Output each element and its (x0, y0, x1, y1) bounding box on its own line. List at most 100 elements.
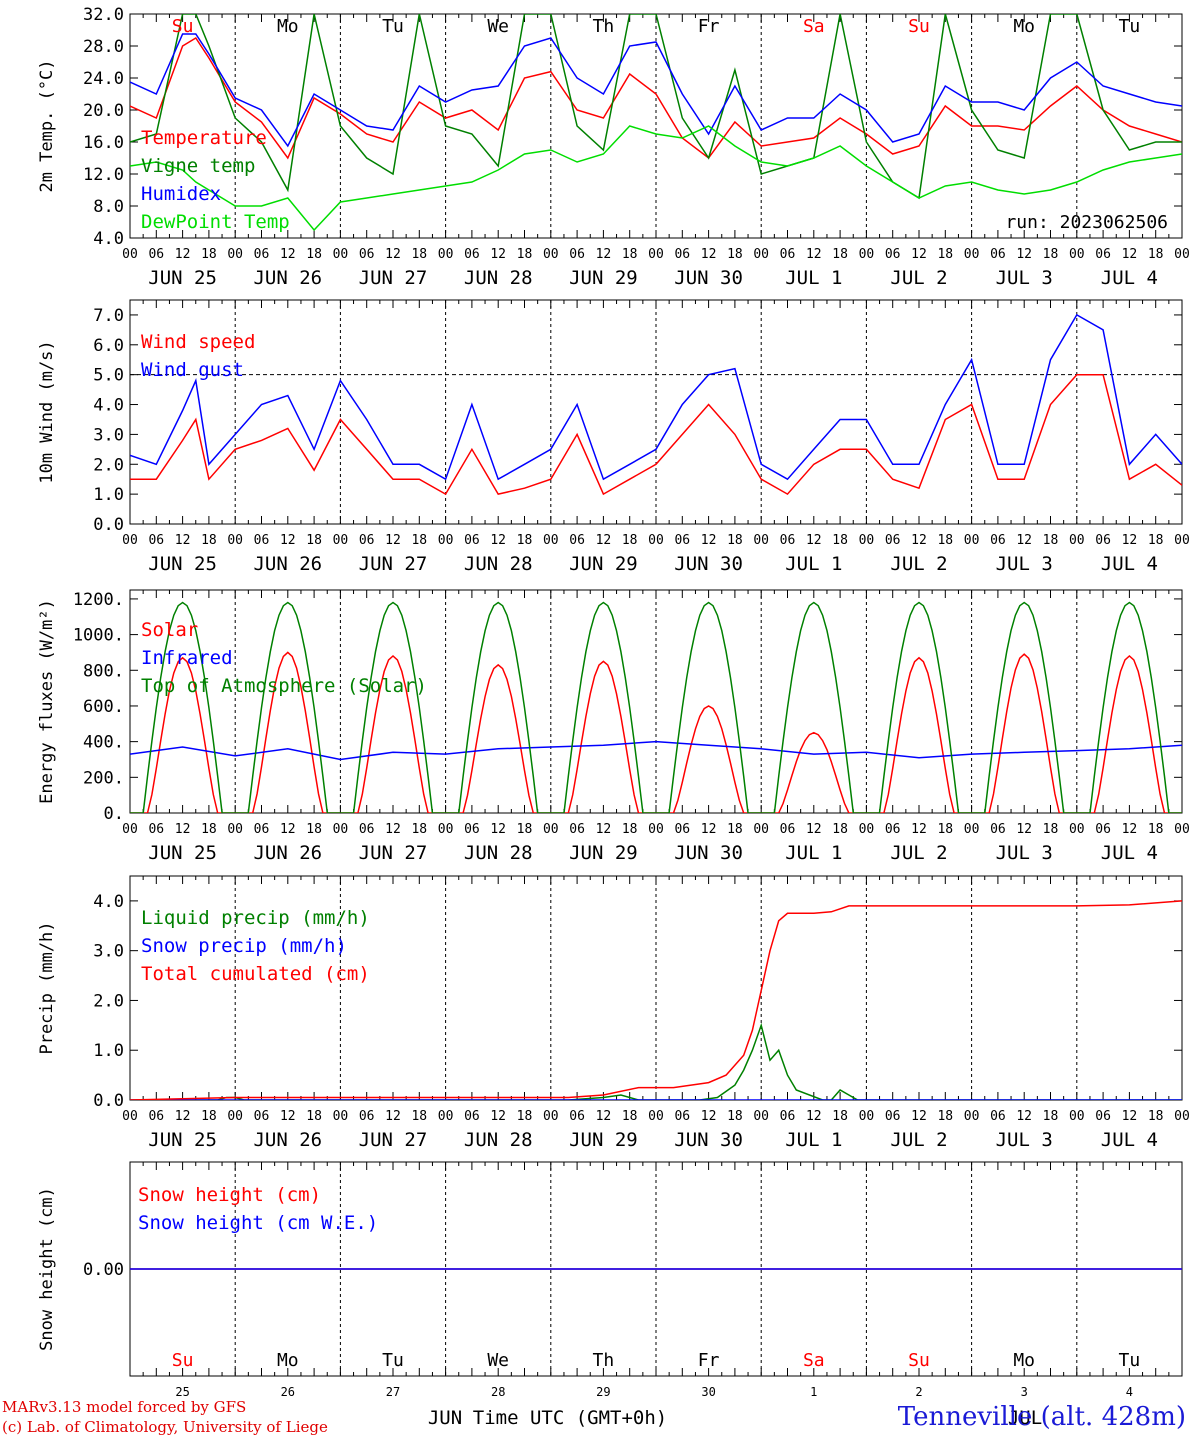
x-date-label: JUN 27 (359, 553, 428, 575)
run-label: run: 2023062506 (1005, 212, 1168, 233)
station-name: Tenneville (alt. 428m) (897, 1402, 1186, 1432)
x-hour-label: 00 (543, 822, 559, 837)
x-hour-label: 18 (1148, 1109, 1164, 1124)
day-number-label: 25 (175, 1385, 189, 1399)
series-line-solar (130, 651, 1182, 813)
x-hour-label: 00 (543, 533, 559, 548)
x-date-label: JUN 30 (674, 1129, 743, 1151)
x-hour-label: 12 (911, 247, 927, 262)
x-hour-label: 06 (885, 247, 901, 262)
x-hour-label: 12 (280, 822, 296, 837)
x-hour-label: 18 (622, 533, 638, 548)
series-line-vigne-temp (130, 14, 1182, 200)
weekday-label: Su (908, 16, 930, 37)
x-hour-label: 12 (1016, 822, 1032, 837)
legend-entry: Vigne temp (141, 155, 255, 177)
weekday-label: Tu (382, 1350, 404, 1371)
x-hour-label: 12 (385, 533, 401, 548)
x-hour-label: 06 (359, 247, 375, 262)
x-hour-label: 00 (438, 247, 454, 262)
x-date-label: JUL 3 (996, 1129, 1053, 1151)
weekday-label: Th (593, 1350, 615, 1371)
y-tick-label: 24.0 (83, 69, 124, 89)
x-hour-label: 00 (227, 247, 243, 262)
y-axis-title: Snow height (cm) (37, 1187, 57, 1351)
x-hour-label: 12 (490, 1109, 506, 1124)
x-hour-label: 06 (569, 533, 585, 548)
lab-credit: (c) Lab. of Climatology, University of L… (2, 1418, 328, 1436)
x-hour-label: 06 (464, 533, 480, 548)
y-tick-label: 20.0 (83, 101, 124, 121)
weekday-label: Mo (277, 16, 299, 37)
x-hour-label: 12 (1122, 533, 1138, 548)
x-hour-label: 12 (175, 247, 191, 262)
x-hour-label: 00 (543, 247, 559, 262)
x-date-label: JUN 25 (148, 553, 217, 575)
x-date-label: JUN 28 (464, 1129, 533, 1151)
day-number-label: 30 (701, 1385, 715, 1399)
y-tick-label: 7.0 (93, 306, 124, 326)
x-hour-label: 06 (148, 822, 164, 837)
x-date-label: JUN 27 (359, 1129, 428, 1151)
x-hour-label: 00 (122, 533, 138, 548)
x-date-label: JUN 29 (569, 842, 638, 864)
x-hour-label: 12 (806, 1109, 822, 1124)
x-hour-label: 00 (1174, 533, 1190, 548)
y-tick-label: 16.0 (83, 133, 124, 153)
x-date-label: JUL 1 (785, 553, 842, 575)
x-hour-label: 00 (964, 247, 980, 262)
x-hour-label: 18 (832, 533, 848, 548)
x-date-label: JUN 26 (253, 553, 322, 575)
x-date-label: JUN 30 (674, 267, 743, 289)
x-hour-label: 12 (701, 533, 717, 548)
x-hour-label: 06 (254, 1109, 270, 1124)
x-hour-label: 06 (780, 822, 796, 837)
x-date-label: JUN 29 (569, 267, 638, 289)
x-date-label: JUN 28 (464, 842, 533, 864)
weekday-label: Tu (382, 16, 404, 37)
y-axis-title: 10m Wind (m/s) (37, 340, 57, 483)
x-hour-label: 12 (596, 247, 612, 262)
x-date-label: JUL 1 (785, 267, 842, 289)
x-hour-label: 12 (175, 822, 191, 837)
series-line-total-cumulated-cm- (130, 900, 1182, 1100)
x-hour-label: 06 (359, 1109, 375, 1124)
x-hour-label: 18 (622, 247, 638, 262)
x-date-label: JUL 2 (890, 1129, 947, 1151)
y-tick-label: 0.00 (83, 1260, 124, 1280)
x-hour-label: 18 (306, 822, 322, 837)
x-hour-label: 06 (1095, 247, 1111, 262)
series-line-dewpoint-temp (130, 125, 1182, 232)
x-hour-label: 12 (596, 1109, 612, 1124)
x-hour-label: 00 (227, 822, 243, 837)
x-hour-label: 12 (596, 533, 612, 548)
x-hour-label: 06 (359, 533, 375, 548)
x-hour-label: 18 (937, 533, 953, 548)
weekday-label: Tu (1119, 16, 1141, 37)
x-hour-label: 00 (859, 533, 875, 548)
x-hour-label: 18 (306, 1109, 322, 1124)
x-hour-label: 00 (648, 1109, 664, 1124)
model-credit: MARv3.13 model forced by GFS (2, 1398, 247, 1416)
x-hour-label: 12 (806, 533, 822, 548)
day-number-label: 1 (810, 1385, 817, 1399)
x-hour-label: 00 (438, 1109, 454, 1124)
x-hour-label: 12 (806, 822, 822, 837)
series-line-humidex (130, 33, 1182, 148)
x-date-label: JUN 28 (464, 553, 533, 575)
day-number-label: 27 (386, 1385, 400, 1399)
x-hour-label: 12 (1122, 247, 1138, 262)
x-hour-label: 00 (753, 822, 769, 837)
x-hour-label: 12 (175, 533, 191, 548)
x-hour-label: 18 (937, 1109, 953, 1124)
x-hour-label: 06 (674, 533, 690, 548)
x-hour-label: 00 (753, 247, 769, 262)
x-hour-label: 18 (1148, 247, 1164, 262)
x-hour-label: 00 (753, 533, 769, 548)
x-hour-label: 18 (517, 533, 533, 548)
x-date-label: JUL 4 (1101, 842, 1158, 864)
series-line-wind-speed (130, 373, 1182, 496)
x-hour-label: 12 (490, 822, 506, 837)
x-hour-label: 12 (1016, 247, 1032, 262)
x-hour-label: 00 (1069, 822, 1085, 837)
